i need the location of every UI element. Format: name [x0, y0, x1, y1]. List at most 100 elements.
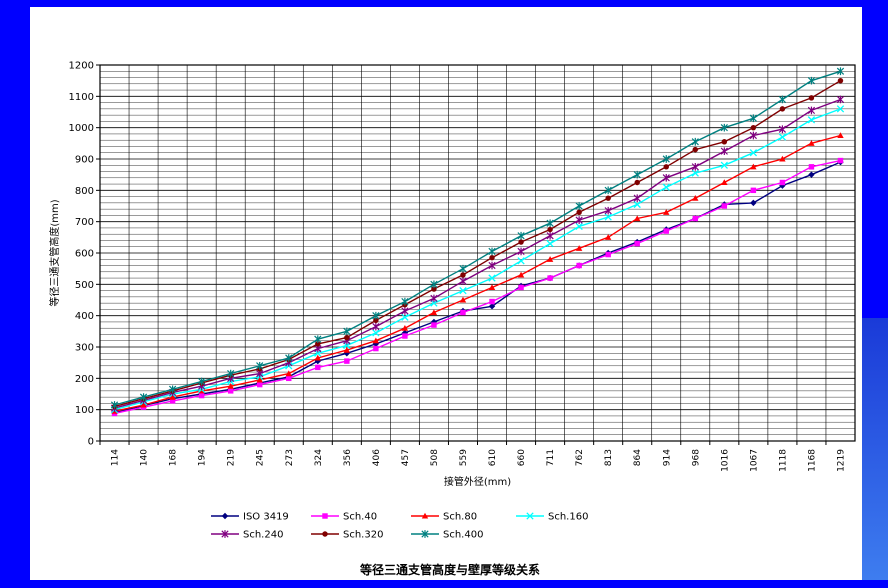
data-point-marker [227, 369, 235, 378]
data-point-marker [546, 239, 554, 248]
data-point-marker [517, 257, 525, 265]
x-tick-label: 1168 [807, 449, 817, 472]
data-point-marker [575, 202, 583, 210]
y-tick-label: 300 [75, 343, 94, 354]
data-point-marker [169, 398, 176, 404]
data-point-marker [256, 361, 264, 370]
data-point-marker [421, 530, 429, 538]
series-line [114, 80, 841, 408]
data-point-marker [322, 513, 328, 519]
data-point-marker [526, 512, 534, 520]
x-tick-label: 864 [633, 449, 643, 466]
data-point-marker [808, 140, 815, 146]
data-point-marker [633, 170, 641, 179]
legend: ISO 3419 Sch.40 Sch.80 Sch.160 Sch.240 Sch.32… [211, 512, 588, 541]
y-tick-label: 700 [75, 217, 94, 228]
x-tick-label: 219 [227, 449, 237, 466]
data-point-marker [779, 182, 786, 189]
data-point-marker [692, 194, 699, 201]
data-point-marker [372, 329, 380, 337]
data-point-marker [691, 137, 699, 146]
data-point-marker [720, 147, 728, 156]
data-point-marker [221, 530, 229, 538]
data-point-marker [749, 114, 757, 123]
y-tick-label: 1000 [69, 123, 94, 134]
series-line [114, 134, 841, 412]
legend-item: Sch.400 [411, 530, 483, 541]
data-point-marker [518, 239, 524, 245]
legend-item: ISO 3419 [211, 512, 289, 523]
data-point-marker [836, 105, 845, 113]
data-point-marker [663, 164, 669, 170]
x-tick-label: 711 [546, 449, 556, 466]
data-point-marker [721, 179, 728, 186]
data-point-marker [518, 284, 524, 291]
chart-title: 等径三通支管高度与壁厚等级关系 [359, 562, 540, 577]
series-line [114, 70, 841, 406]
data-point-marker [517, 271, 525, 278]
x-tick-label: 914 [662, 449, 672, 466]
data-point-marker [634, 179, 640, 186]
data-point-marker [517, 231, 525, 240]
data-point-marker [779, 106, 786, 112]
data-point-marker [285, 354, 293, 362]
y-tick-label: 800 [75, 186, 94, 197]
data-point-marker [402, 333, 408, 339]
x-tick-label: 1067 [749, 449, 759, 472]
x-tick-label: 610 [488, 449, 498, 466]
x-tick-label: 660 [517, 449, 527, 466]
data-point-marker [547, 226, 553, 233]
chart-canvas: 0 100 200 300 400 500 600 700 800 900 1000 1100 1200… [48, 61, 856, 577]
data-point-marker [721, 203, 728, 209]
data-point-marker [576, 262, 582, 269]
data-point-marker [256, 381, 263, 388]
y-tick-label: 600 [75, 249, 94, 260]
data-point-marker [285, 370, 292, 377]
data-point-marker [110, 401, 119, 409]
legend-item: Sch.320 [311, 530, 383, 541]
x-tick-label: 457 [401, 449, 411, 466]
x-tick-label: 194 [198, 449, 208, 466]
data-point-marker [459, 277, 467, 286]
data-point-marker [807, 106, 816, 115]
series-line [114, 98, 841, 409]
data-point-marker [720, 161, 728, 169]
x-tick-label: 968 [691, 449, 701, 466]
y-tick-label: 200 [75, 374, 94, 385]
data-point-marker [605, 195, 611, 201]
data-point-marker [836, 67, 845, 76]
data-point-marker [344, 358, 350, 364]
x-tick-label: 1118 [778, 449, 788, 472]
legend-item: Sch.160 [516, 512, 588, 523]
data-point-marker [315, 364, 321, 371]
x-tick-label: 273 [285, 449, 295, 466]
x-tick-label: 356 [343, 449, 353, 466]
data-point-marker [662, 173, 670, 182]
data-point-marker [779, 179, 786, 186]
data-point-marker [372, 322, 380, 331]
legend-label: Sch.320 [343, 530, 383, 541]
x-tick-label: 508 [430, 449, 440, 466]
y-tick-label: 100 [75, 405, 94, 416]
data-point-marker [691, 169, 699, 177]
data-point-marker [401, 313, 409, 321]
data-point-marker [662, 155, 670, 163]
y-tick-label: 0 [88, 437, 94, 448]
slide-frame-right-top [862, 0, 888, 318]
y-tick-label: 500 [75, 280, 94, 291]
legend-label: Sch.160 [548, 512, 588, 523]
data-point-marker [778, 95, 787, 104]
data-point-marker [750, 163, 757, 170]
data-point-marker [221, 512, 229, 520]
x-tick-label: 168 [169, 449, 179, 466]
legend-label: Sch.40 [343, 512, 377, 523]
series-line [114, 108, 841, 411]
data-point-marker [837, 77, 844, 84]
data-point-marker [604, 234, 612, 240]
data-point-marker [372, 337, 380, 344]
data-point-marker [401, 297, 409, 306]
x-tick-label: 762 [575, 449, 585, 466]
data-point-marker [604, 186, 612, 195]
data-point-marker [256, 376, 263, 383]
data-point-marker [459, 264, 467, 273]
